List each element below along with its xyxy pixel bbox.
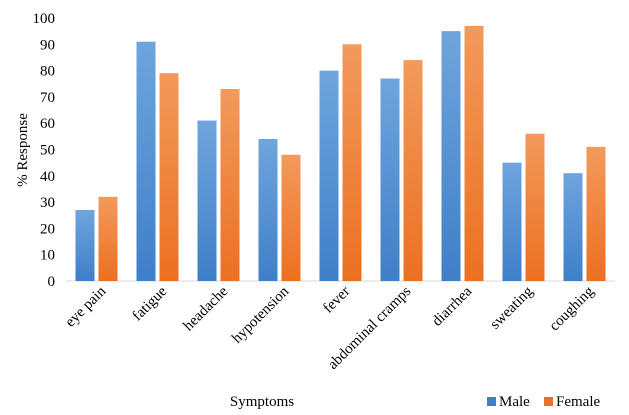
bar-female-diarrhea [464,25,484,281]
legend-label-male: Male [499,394,530,410]
y-tick-label: 70 [40,90,55,106]
x-tick-label: headache [181,283,232,334]
bar-male-fever [319,70,339,281]
bar-male-headache [197,120,217,281]
legend-swatch-male [487,397,496,406]
bars [75,25,606,282]
bar-female-abdominal-cramps [403,60,423,281]
bar-female-coughing [586,146,606,281]
legend: Male Female [487,394,600,410]
bar-male-abdominal-cramps [380,78,400,282]
y-tick-label: 0 [48,274,56,290]
bar-male-eye-pain [75,209,95,281]
x-tick-label: fever [320,284,353,317]
y-tick-label: 20 [40,221,55,237]
y-tick-label: 30 [40,195,55,211]
bar-female-headache [220,89,240,281]
x-tick-label: eye pain [62,283,109,330]
x-tick-label: hypotension [229,283,293,347]
bar-male-fatigue [136,41,156,281]
x-tick-label: coughing [547,283,598,334]
x-axis-title: Symptoms [230,394,294,410]
y-tick-label: 60 [40,116,55,132]
bar-female-eye-pain [98,196,118,281]
y-tick-label: 80 [40,64,55,80]
legend-swatch-female [544,397,553,406]
bar-female-fatigue [159,73,179,281]
bar-female-sweating [525,133,545,281]
legend-label-female: Female [556,394,600,410]
bar-female-fever [342,44,362,281]
x-tick-label: fatigue [130,283,171,324]
x-tick-label: sweating [487,283,536,332]
bar-male-hypotension [258,138,278,281]
y-tick-label: 50 [40,143,55,159]
y-tick-label: 10 [40,248,55,264]
y-tick-label: 100 [33,11,56,27]
bar-male-sweating [502,162,522,281]
bar-male-coughing [563,173,583,281]
y-axis-ticks: 0 10 20 30 40 50 60 70 80 90 100 [33,11,56,290]
y-axis-title: % Response [15,113,31,187]
y-tick-label: 40 [40,169,55,185]
x-tick-label: diarrhea [429,283,475,329]
bar-male-diarrhea [441,31,461,282]
y-tick-label: 90 [40,37,55,53]
bar-female-hypotension [281,154,301,281]
